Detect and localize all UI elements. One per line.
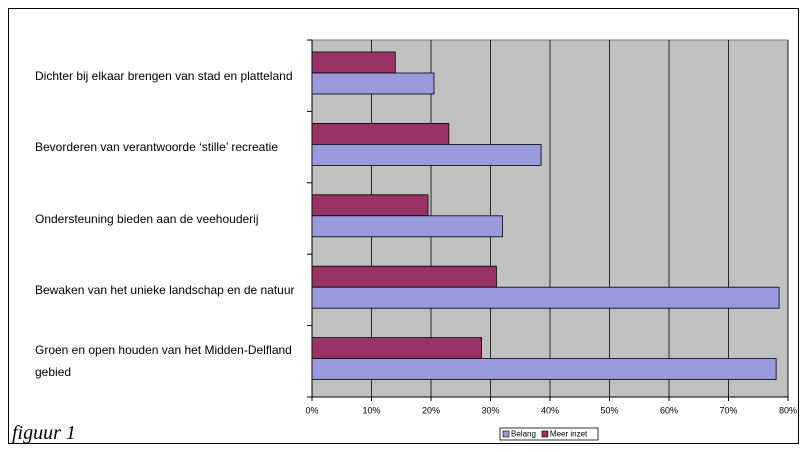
x-tick-label: 70% [719, 405, 737, 415]
bar [311, 286, 780, 309]
bar [311, 123, 450, 145]
x-tick-label: 60% [660, 405, 678, 415]
x-tick-label: 30% [481, 405, 499, 415]
bar [311, 215, 503, 238]
legend-label: Belang [511, 430, 536, 439]
x-tick-label: 10% [362, 405, 380, 415]
y-tick-label: Bevorderen van verantwoorde ‘stille’ rec… [35, 140, 279, 155]
x-tick-label: 0% [305, 405, 318, 415]
legend-box [499, 427, 599, 441]
legend-swatch [541, 430, 549, 438]
x-tick-label: 20% [422, 405, 440, 415]
x-tick-label: 50% [600, 405, 618, 415]
y-tick-label: Bewaken van het unieke landschap en de n… [35, 282, 295, 297]
bar [311, 72, 435, 95]
bar [311, 337, 482, 360]
y-tick-label: Ondersteuning bieden aan de veehouderij [35, 211, 259, 226]
legend-swatch [502, 430, 510, 438]
caption: figuur 1 [12, 422, 76, 444]
x-tick-label: 80% [779, 405, 797, 415]
legend-label: Meer inzet [550, 430, 588, 439]
y-tick-label: Groen en open houden van het Midden-Delf… [35, 343, 292, 380]
x-tick-label: 40% [541, 405, 559, 415]
bar [311, 143, 542, 166]
chart-border [8, 8, 799, 444]
bar [311, 265, 497, 288]
bar [311, 358, 777, 381]
y-tick-label: Dichter bij elkaar brengen van stad en p… [35, 68, 293, 83]
bar [311, 51, 396, 74]
bar [311, 194, 429, 217]
